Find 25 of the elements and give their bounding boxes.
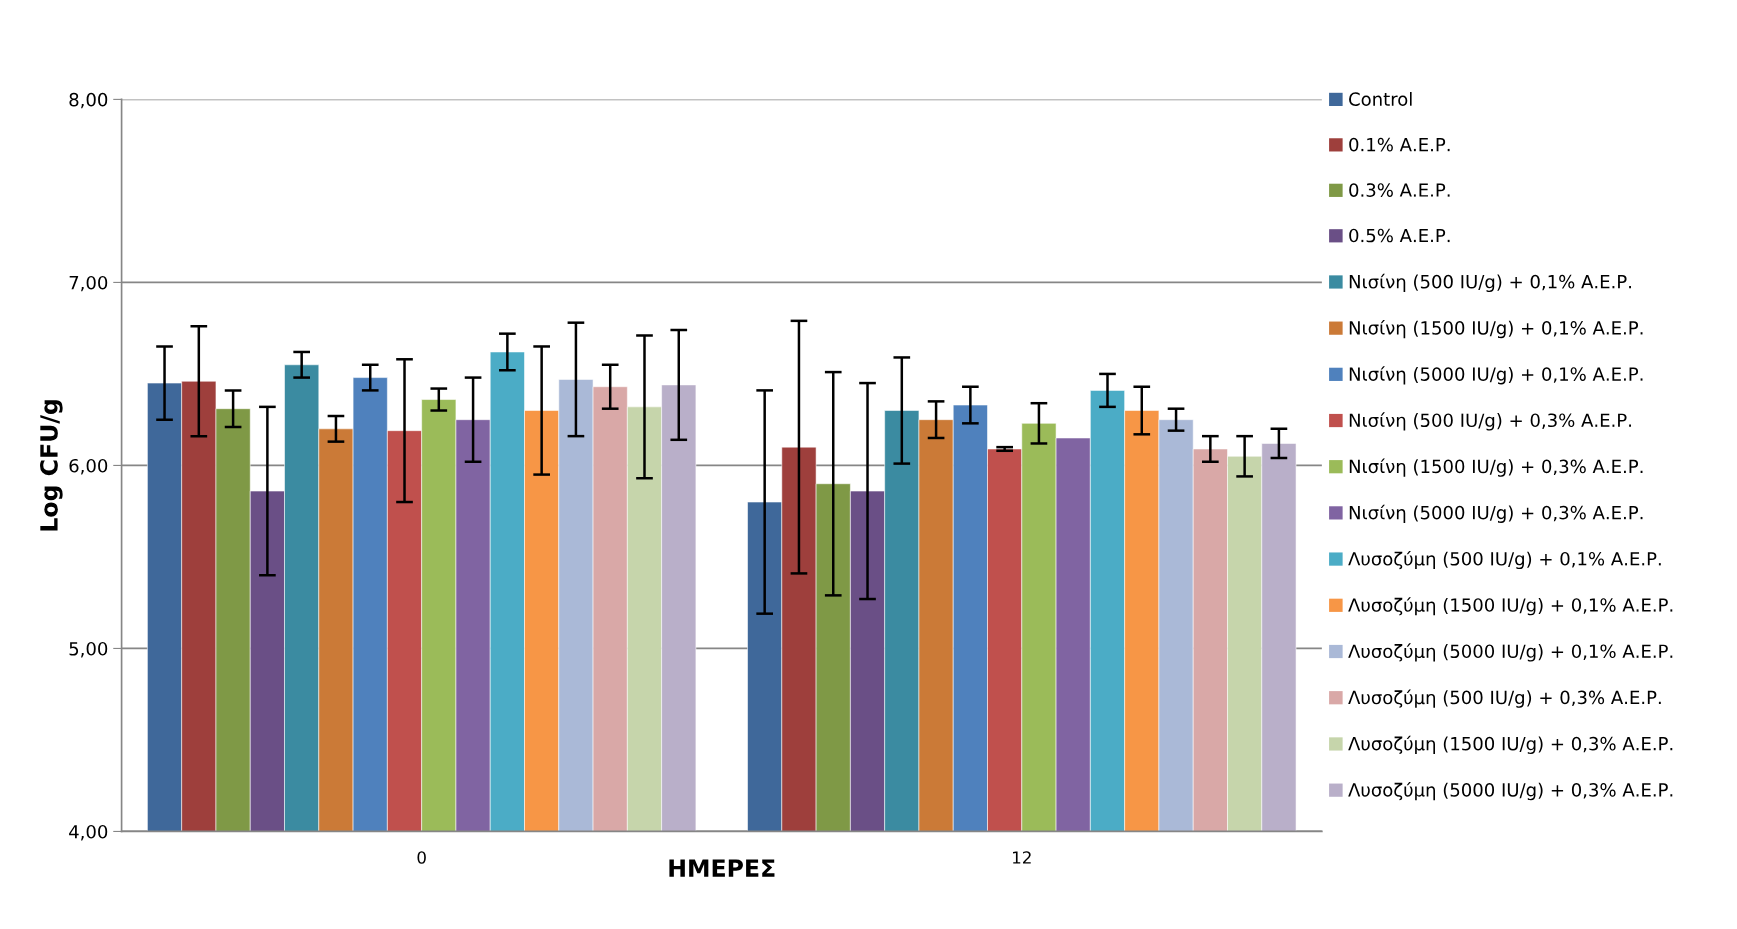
legend-label: Νισίνη (1500 IU/g) + 0,3% Α.Ε.Ρ. (1349, 458, 1643, 477)
y-tick-label: 6,00 (69, 458, 108, 475)
x-tick-label: 0 (417, 851, 426, 864)
legend-label: Νισίνη (5000 IU/g) + 0,3% Α.Ε.Ρ. (1349, 504, 1643, 523)
legend-label: Νισίνη (500 IU/g) + 0,1% Α.Ε.Ρ. (1349, 273, 1631, 293)
legend-label: Νισίνη (1500 IU/g) + 0,1% Α.Ε.Ρ. (1349, 320, 1643, 339)
y-tick-label: 7,00 (69, 275, 108, 292)
legend-label: Λυσοζύμη (500 IU/g) + 0,3% Α.Ε.Ρ. (1348, 689, 1661, 708)
legend-label: 0.3% Α.Ε.Ρ. (1349, 183, 1450, 197)
y-tick-label: 4,00 (69, 824, 108, 841)
legend-label: Νισίνη (5000 IU/g) + 0,1% Α.Ε.Ρ. (1349, 366, 1643, 385)
legend-label: 0.1% Α.Ε.Ρ. (1349, 137, 1450, 152)
legend-label: Λυσοζύμη (5000 IU/g) + 0,1% Α.Ε.Ρ. (1348, 643, 1673, 662)
legend-label: Control (1349, 91, 1412, 106)
legend-label: Λυσοζύμη (1500 IU/g) + 0,3% Α.Ε.Ρ. (1348, 735, 1673, 755)
x-axis-title: ΗΜΕΡΕΣ (669, 859, 775, 877)
y-tick-label: 5,00 (69, 641, 108, 658)
legend-label: Λυσοζύμη (5000 IU/g) + 0,3% Α.Ε.Ρ. (1348, 782, 1673, 801)
legend-label: Λυσοζύμη (1500 IU/g) + 0,1% Α.Ε.Ρ. (1348, 597, 1673, 616)
legend-label: Νισίνη (500 IU/g) + 0,3% Α.Ε.Ρ. (1349, 412, 1631, 431)
y-axis-title: Log CFU/g (40, 400, 63, 531)
x-tick-label: 12 (1013, 851, 1031, 864)
legend-label: 0.5% Α.Ε.Ρ. (1349, 228, 1450, 243)
y-tick-label: 8,00 (69, 92, 108, 109)
legend-label: Λυσοζύμη (500 IU/g) + 0,1% Α.Ε.Ρ. (1348, 550, 1661, 570)
